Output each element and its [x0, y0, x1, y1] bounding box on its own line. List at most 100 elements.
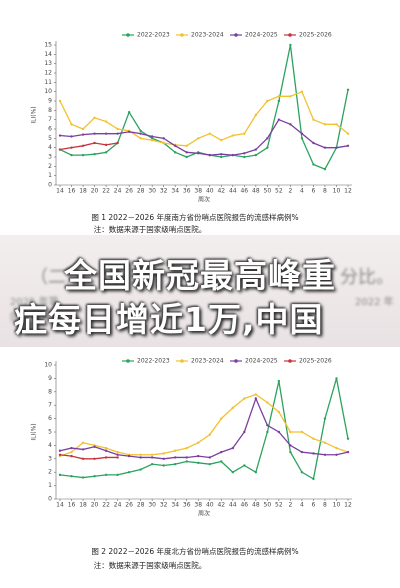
legend-label: 2025-2026 [299, 358, 332, 365]
y-tick-label: 5 [48, 135, 52, 142]
point [81, 448, 85, 451]
point [323, 417, 327, 420]
legend-label: 2022-2023 [137, 32, 170, 39]
point [243, 397, 246, 400]
point [127, 471, 131, 474]
x-tick-label: 6 [312, 502, 316, 509]
x-tick-label: 44 [229, 502, 237, 509]
x-tick-label: 14 [56, 188, 64, 195]
x-tick-label: 48 [252, 502, 260, 509]
point [139, 132, 142, 135]
point [243, 155, 246, 159]
point [185, 460, 188, 463]
y-tick-label: 7 [48, 116, 52, 123]
series-line [59, 454, 118, 460]
point [104, 120, 108, 123]
point [58, 99, 62, 103]
point [335, 377, 338, 380]
point [185, 456, 188, 459]
point [289, 95, 292, 98]
point [139, 129, 142, 133]
x-axis-label: 周次 [198, 510, 210, 518]
point [231, 134, 234, 137]
x-axis-label: 周次 [198, 196, 210, 204]
point [208, 433, 211, 436]
point [208, 132, 211, 135]
point [70, 123, 73, 126]
y-tick-label: 7 [48, 402, 52, 409]
background-text: （二） [30, 267, 84, 288]
point [197, 152, 200, 155]
point [300, 430, 304, 434]
point [208, 456, 211, 459]
x-tick-label: 6 [312, 188, 316, 195]
x-tick-label: 50 [264, 502, 272, 509]
point [174, 151, 177, 154]
point [104, 446, 108, 450]
chart: 2022-2023 2023-2024 2024-2025 2025-20260123… [31, 32, 352, 234]
point [150, 139, 154, 142]
point [323, 167, 327, 171]
point [93, 141, 96, 145]
y-axis-label: ILI(%) [31, 106, 38, 123]
x-tick-label: 8 [323, 188, 327, 195]
blurred-band: （二） 分比。 2025 年第 2022 年 同期水平（ 全国新冠最高峰重 症每… [0, 235, 400, 347]
point [197, 461, 200, 465]
y-tick-label: 1 [48, 172, 52, 179]
point [93, 132, 96, 135]
x-tick-label: 34 [171, 188, 179, 195]
y-tick-label: 13 [44, 60, 52, 67]
y-tick-label: 6 [48, 415, 52, 422]
point [139, 137, 142, 140]
y-tick-label: 0 [48, 182, 52, 189]
background-text: 2022 年 [355, 297, 394, 308]
series-line [59, 142, 118, 151]
y-tick-label: 9 [48, 98, 52, 105]
x-tick-label: 50 [264, 188, 272, 195]
point [277, 430, 281, 434]
point [81, 457, 85, 460]
point [70, 153, 73, 157]
point [162, 141, 165, 145]
legend-marker [180, 33, 184, 37]
point [335, 123, 338, 126]
headline: 症每日增近1万,中国 [14, 300, 324, 339]
y-tick-label: 5 [48, 429, 52, 436]
point [266, 146, 269, 149]
y-tick-label: 3 [48, 154, 52, 161]
point [81, 133, 85, 136]
series-line [59, 378, 349, 480]
point [70, 146, 73, 149]
legend-marker [234, 359, 238, 363]
point [162, 137, 165, 140]
x-tick-label: 10 [333, 502, 341, 509]
y-tick-label: 10 [44, 88, 52, 95]
point [323, 123, 327, 126]
background-text: 分比。 [340, 267, 394, 288]
point [162, 457, 165, 460]
legend-label: 2025-2026 [299, 32, 332, 39]
point [243, 152, 246, 155]
background-text: 同期水平（ [10, 313, 60, 324]
point [116, 450, 119, 454]
legend-marker [234, 33, 238, 37]
x-tick-label: 44 [229, 188, 237, 195]
point [104, 143, 108, 147]
x-tick-label: 40 [206, 188, 214, 195]
y-tick-label: 1 [48, 482, 52, 489]
point [104, 151, 108, 154]
x-tick-label: 22 [102, 502, 110, 509]
point [127, 130, 131, 133]
point [220, 139, 223, 142]
point [312, 163, 315, 166]
point [266, 137, 269, 140]
point [277, 379, 281, 383]
point [323, 453, 327, 456]
point [150, 135, 154, 138]
x-tick-label: 2 [288, 502, 292, 509]
point [254, 393, 258, 396]
y-tick-label: 11 [44, 79, 52, 86]
legend-label: 2023-2024 [191, 32, 224, 39]
point [346, 450, 350, 454]
